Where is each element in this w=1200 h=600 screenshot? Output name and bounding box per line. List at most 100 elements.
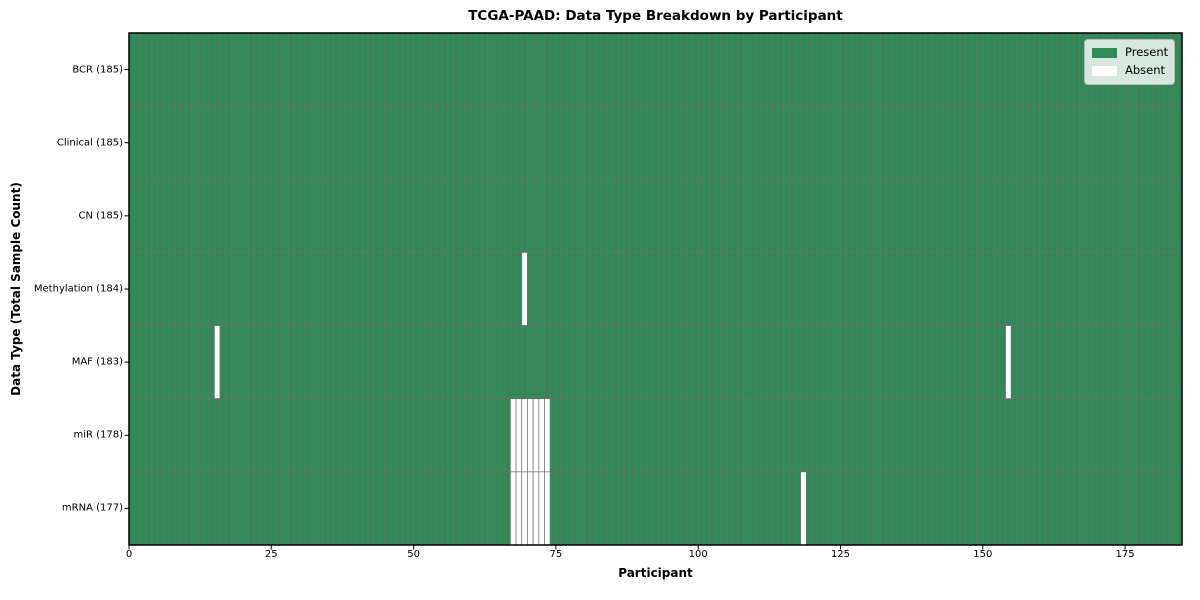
cell — [914, 105, 921, 180]
cell — [1113, 252, 1120, 326]
cell — [714, 105, 722, 180]
cell — [623, 398, 631, 473]
cell — [191, 398, 198, 473]
cell — [726, 471, 733, 546]
cell — [373, 325, 380, 400]
cell — [356, 252, 363, 326]
cell — [356, 471, 363, 546]
cell — [652, 471, 659, 546]
x-tick-label-100: 100 — [688, 549, 708, 560]
row-CN — [128, 178, 1183, 253]
cell — [823, 178, 830, 253]
cell — [703, 252, 710, 326]
cell — [731, 325, 739, 400]
cell — [731, 471, 739, 546]
cell — [231, 252, 238, 326]
cell — [362, 398, 369, 473]
cell — [902, 178, 910, 253]
cell — [151, 471, 158, 546]
cell — [1010, 252, 1018, 326]
cell — [179, 105, 187, 180]
cell — [191, 105, 198, 180]
cell — [356, 325, 363, 400]
cell — [276, 252, 284, 326]
cell — [316, 471, 323, 546]
cell — [908, 325, 915, 400]
cell — [1107, 471, 1115, 546]
cell — [897, 105, 904, 180]
cell — [857, 178, 864, 253]
cell — [344, 32, 352, 107]
cell — [709, 105, 716, 180]
cell — [800, 178, 807, 253]
cell — [1073, 178, 1080, 253]
cell — [697, 105, 705, 180]
cell — [925, 398, 932, 473]
cell — [270, 32, 278, 107]
cell — [931, 252, 938, 326]
cell — [891, 471, 898, 546]
cell — [988, 398, 995, 473]
cell — [492, 325, 500, 400]
cell — [316, 252, 323, 326]
cell — [322, 32, 329, 107]
cell — [777, 178, 784, 253]
cell — [931, 398, 938, 473]
cell — [475, 32, 483, 107]
cell — [766, 471, 773, 546]
cell — [783, 105, 790, 180]
cell — [453, 178, 460, 253]
cell — [316, 325, 323, 400]
cell — [976, 471, 984, 546]
cell — [743, 252, 750, 326]
cell — [185, 105, 192, 180]
cell — [1147, 252, 1154, 326]
cell — [1119, 105, 1126, 180]
legend-label-present: Present — [1125, 45, 1169, 60]
cell — [532, 105, 540, 180]
cell — [749, 325, 756, 400]
cell — [743, 471, 750, 546]
cell — [879, 178, 887, 253]
cell — [305, 178, 312, 253]
cell — [453, 398, 460, 473]
cell — [925, 32, 932, 107]
cell — [219, 252, 227, 326]
cell — [1113, 325, 1120, 400]
cell — [333, 252, 340, 326]
cell — [1096, 105, 1103, 180]
cell — [675, 105, 682, 180]
cell — [914, 398, 921, 473]
cell — [436, 32, 443, 107]
cell — [248, 252, 255, 326]
cell — [305, 105, 312, 180]
cell — [270, 178, 278, 253]
cell — [1170, 178, 1177, 253]
cell — [743, 398, 750, 473]
cell — [316, 105, 323, 180]
cell — [1101, 178, 1109, 253]
cell — [811, 252, 819, 326]
cell — [697, 325, 705, 400]
cell — [640, 325, 648, 400]
cell — [828, 252, 836, 326]
cell — [828, 398, 836, 473]
cell — [174, 105, 181, 180]
cell — [709, 178, 716, 253]
cell — [726, 105, 733, 180]
cell — [561, 178, 568, 253]
cell — [988, 178, 995, 253]
cell — [1016, 105, 1023, 180]
cell — [214, 32, 221, 107]
cell — [162, 471, 170, 546]
cell — [407, 178, 414, 253]
cell — [401, 471, 409, 546]
cell — [680, 32, 688, 107]
cell — [919, 178, 927, 253]
cell — [629, 252, 636, 326]
cell — [566, 325, 574, 400]
cell — [931, 105, 938, 180]
cell — [208, 325, 215, 400]
cell — [572, 252, 580, 326]
cell — [629, 178, 636, 253]
